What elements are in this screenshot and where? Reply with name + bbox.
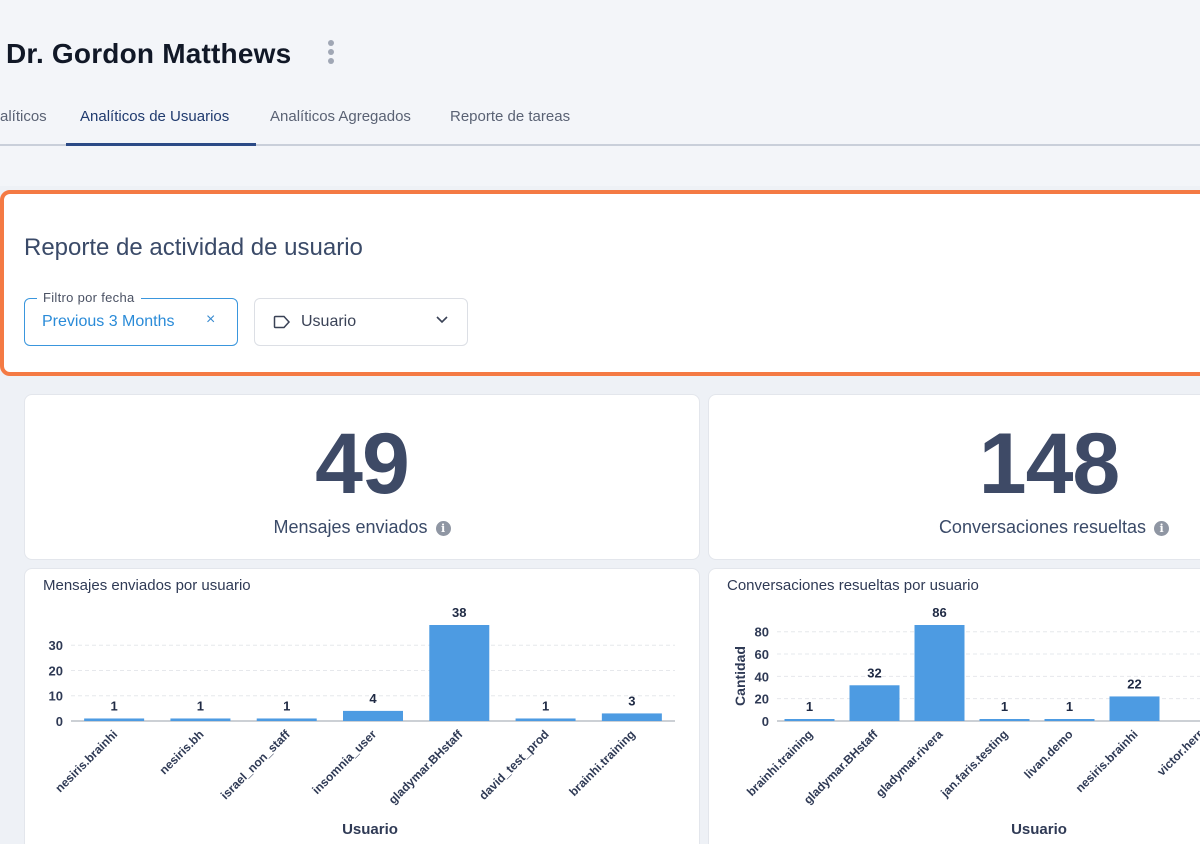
messages-bar <box>343 710 403 721</box>
chevron-down-icon <box>436 316 448 324</box>
conversations-bar <box>1109 696 1160 721</box>
conversations-ytick: 80 <box>755 625 769 640</box>
conversations-data-label: 22 <box>1127 676 1141 691</box>
conversations-data-label: 86 <box>932 605 946 620</box>
messages-data-label: 1 <box>283 698 290 713</box>
stat-card-conversations: 148 Conversaciones resueltas i <box>708 394 1200 560</box>
messages-data-label: 38 <box>452 605 466 620</box>
messages-xtick: insomnia_user <box>309 727 379 797</box>
conversations-xtick: livan.demo <box>1021 727 1075 781</box>
user-filter-select[interactable]: Usuario <box>254 298 468 346</box>
date-filter-value: Previous 3 Months <box>42 313 175 330</box>
tab-analiticos[interactable]: alíticos <box>0 108 47 125</box>
stat-label-conversations-text: Conversaciones resueltas <box>938 517 1147 537</box>
tag-icon <box>273 315 291 329</box>
report-title: Reporte de actividad de usuario <box>24 234 363 261</box>
more-options-icon[interactable] <box>326 40 336 66</box>
conversations-xtick: nesiris.brainhi <box>1073 727 1141 795</box>
conversations-xtick: gladymar.rivera <box>873 727 946 800</box>
active-tab-indicator <box>66 143 256 146</box>
conversations-bar <box>1044 719 1095 721</box>
conversations-data-label: 32 <box>867 665 881 680</box>
messages-xtick: david_test_prod <box>476 727 551 802</box>
messages-ytick: 20 <box>49 663 63 678</box>
stat-value-messages: 49 <box>315 416 410 512</box>
conversations-bar-chart: 0204060801brainhi.training32gladymar.BHs… <box>732 605 1200 838</box>
messages-ytick: 10 <box>49 689 63 704</box>
conversations-ytick: 0 <box>762 714 769 729</box>
messages-bar <box>170 718 231 721</box>
page-title: Dr. Gordon Matthews <box>6 38 292 69</box>
report-filter-card: Reporte de actividad de usuario Filtro p… <box>0 190 1200 376</box>
conversations-bar <box>849 685 900 721</box>
tab-reporte-de-tareas[interactable]: Reporte de tareas <box>450 108 571 125</box>
stat-card-messages: 49 Mensajes enviados i <box>24 394 700 560</box>
conversations-ytick: 20 <box>755 692 769 707</box>
user-filter-label: Usuario <box>301 313 357 330</box>
chart-card-conversations: Conversaciones resueltas por usuario 0 20… <box>708 568 1200 844</box>
conversations-xtick: brainhi.training <box>744 727 816 799</box>
chart-title-conversations: Conversaciones resueltas por usuario <box>727 577 979 594</box>
messages-bar <box>84 718 145 721</box>
conversations-ytick: 40 <box>755 669 769 684</box>
conversations-xtick: jan.faris.testing <box>937 727 1010 800</box>
conversations-xtick: victor.herr <box>1154 727 1200 779</box>
conversations-x-axis-label: Usuario <box>1011 821 1067 838</box>
messages-data-label: 1 <box>197 698 204 713</box>
messages-xtick: israel_non_staff <box>218 727 294 803</box>
chart-title-messages: Mensajes enviados por usuario <box>43 577 251 594</box>
date-filter-field[interactable]: Filtro por fecha Previous 3 Months × <box>24 290 238 346</box>
conversations-data-label: 1 <box>1066 699 1073 714</box>
messages-bar <box>429 625 490 721</box>
date-filter-label: Filtro por fecha <box>37 290 141 305</box>
stat-label-conversations: Conversaciones resueltas i <box>709 517 1200 538</box>
stat-label-messages: Mensajes enviados i <box>25 517 699 538</box>
tab-analiticos-agregados[interactable]: Analíticos Agregados <box>270 108 411 125</box>
info-icon[interactable]: i <box>1154 521 1170 536</box>
messages-xtick: nesiris.bh <box>157 727 207 777</box>
conversations-data-label: 1 <box>1001 699 1008 714</box>
messages-data-label: 1 <box>111 698 118 713</box>
conversations-y-axis-label: Cantidad <box>732 646 748 706</box>
messages-ytick: 0 <box>56 714 63 729</box>
info-icon[interactable]: i <box>435 521 451 536</box>
messages-bar <box>515 718 576 721</box>
messages-bar <box>256 718 317 721</box>
stat-label-messages-text: Mensajes enviados <box>273 517 428 537</box>
messages-bar-chart: 0 10 20 30 1 nesiris.brainhi 1 nesiris.bh 1 israe… <box>49 605 675 838</box>
conversations-bar <box>914 625 965 721</box>
clear-icon[interactable]: × <box>206 311 216 328</box>
conversations-bar <box>979 719 1030 721</box>
stat-value-conversations: 148 <box>978 416 1121 512</box>
messages-x-axis-label: Usuario <box>342 821 398 838</box>
messages-ytick: 30 <box>49 638 63 653</box>
tab-bar: alíticos Analíticos de Usuarios Analític… <box>0 96 1200 146</box>
messages-data-label: 3 <box>628 693 635 708</box>
messages-xtick: nesiris.brainhi <box>52 727 120 795</box>
messages-xtick: gladymar.BHstaff <box>386 727 466 807</box>
messages-data-label: 1 <box>542 698 549 713</box>
conversations-ytick: 60 <box>755 647 769 662</box>
chart-card-messages: Mensajes enviados por usuario 0 10 20 30 1 ne… <box>24 568 700 844</box>
page-header: Dr. Gordon Matthews alíticos Analíticos … <box>0 0 1200 186</box>
messages-bar <box>601 713 662 721</box>
tab-analiticos-de-usuarios[interactable]: Analíticos de Usuarios <box>80 108 230 125</box>
messages-data-label: 4 <box>369 691 377 706</box>
conversations-data-label: 1 <box>806 699 813 714</box>
conversations-bar <box>784 719 835 721</box>
messages-xtick: brainhi.training <box>566 727 638 799</box>
